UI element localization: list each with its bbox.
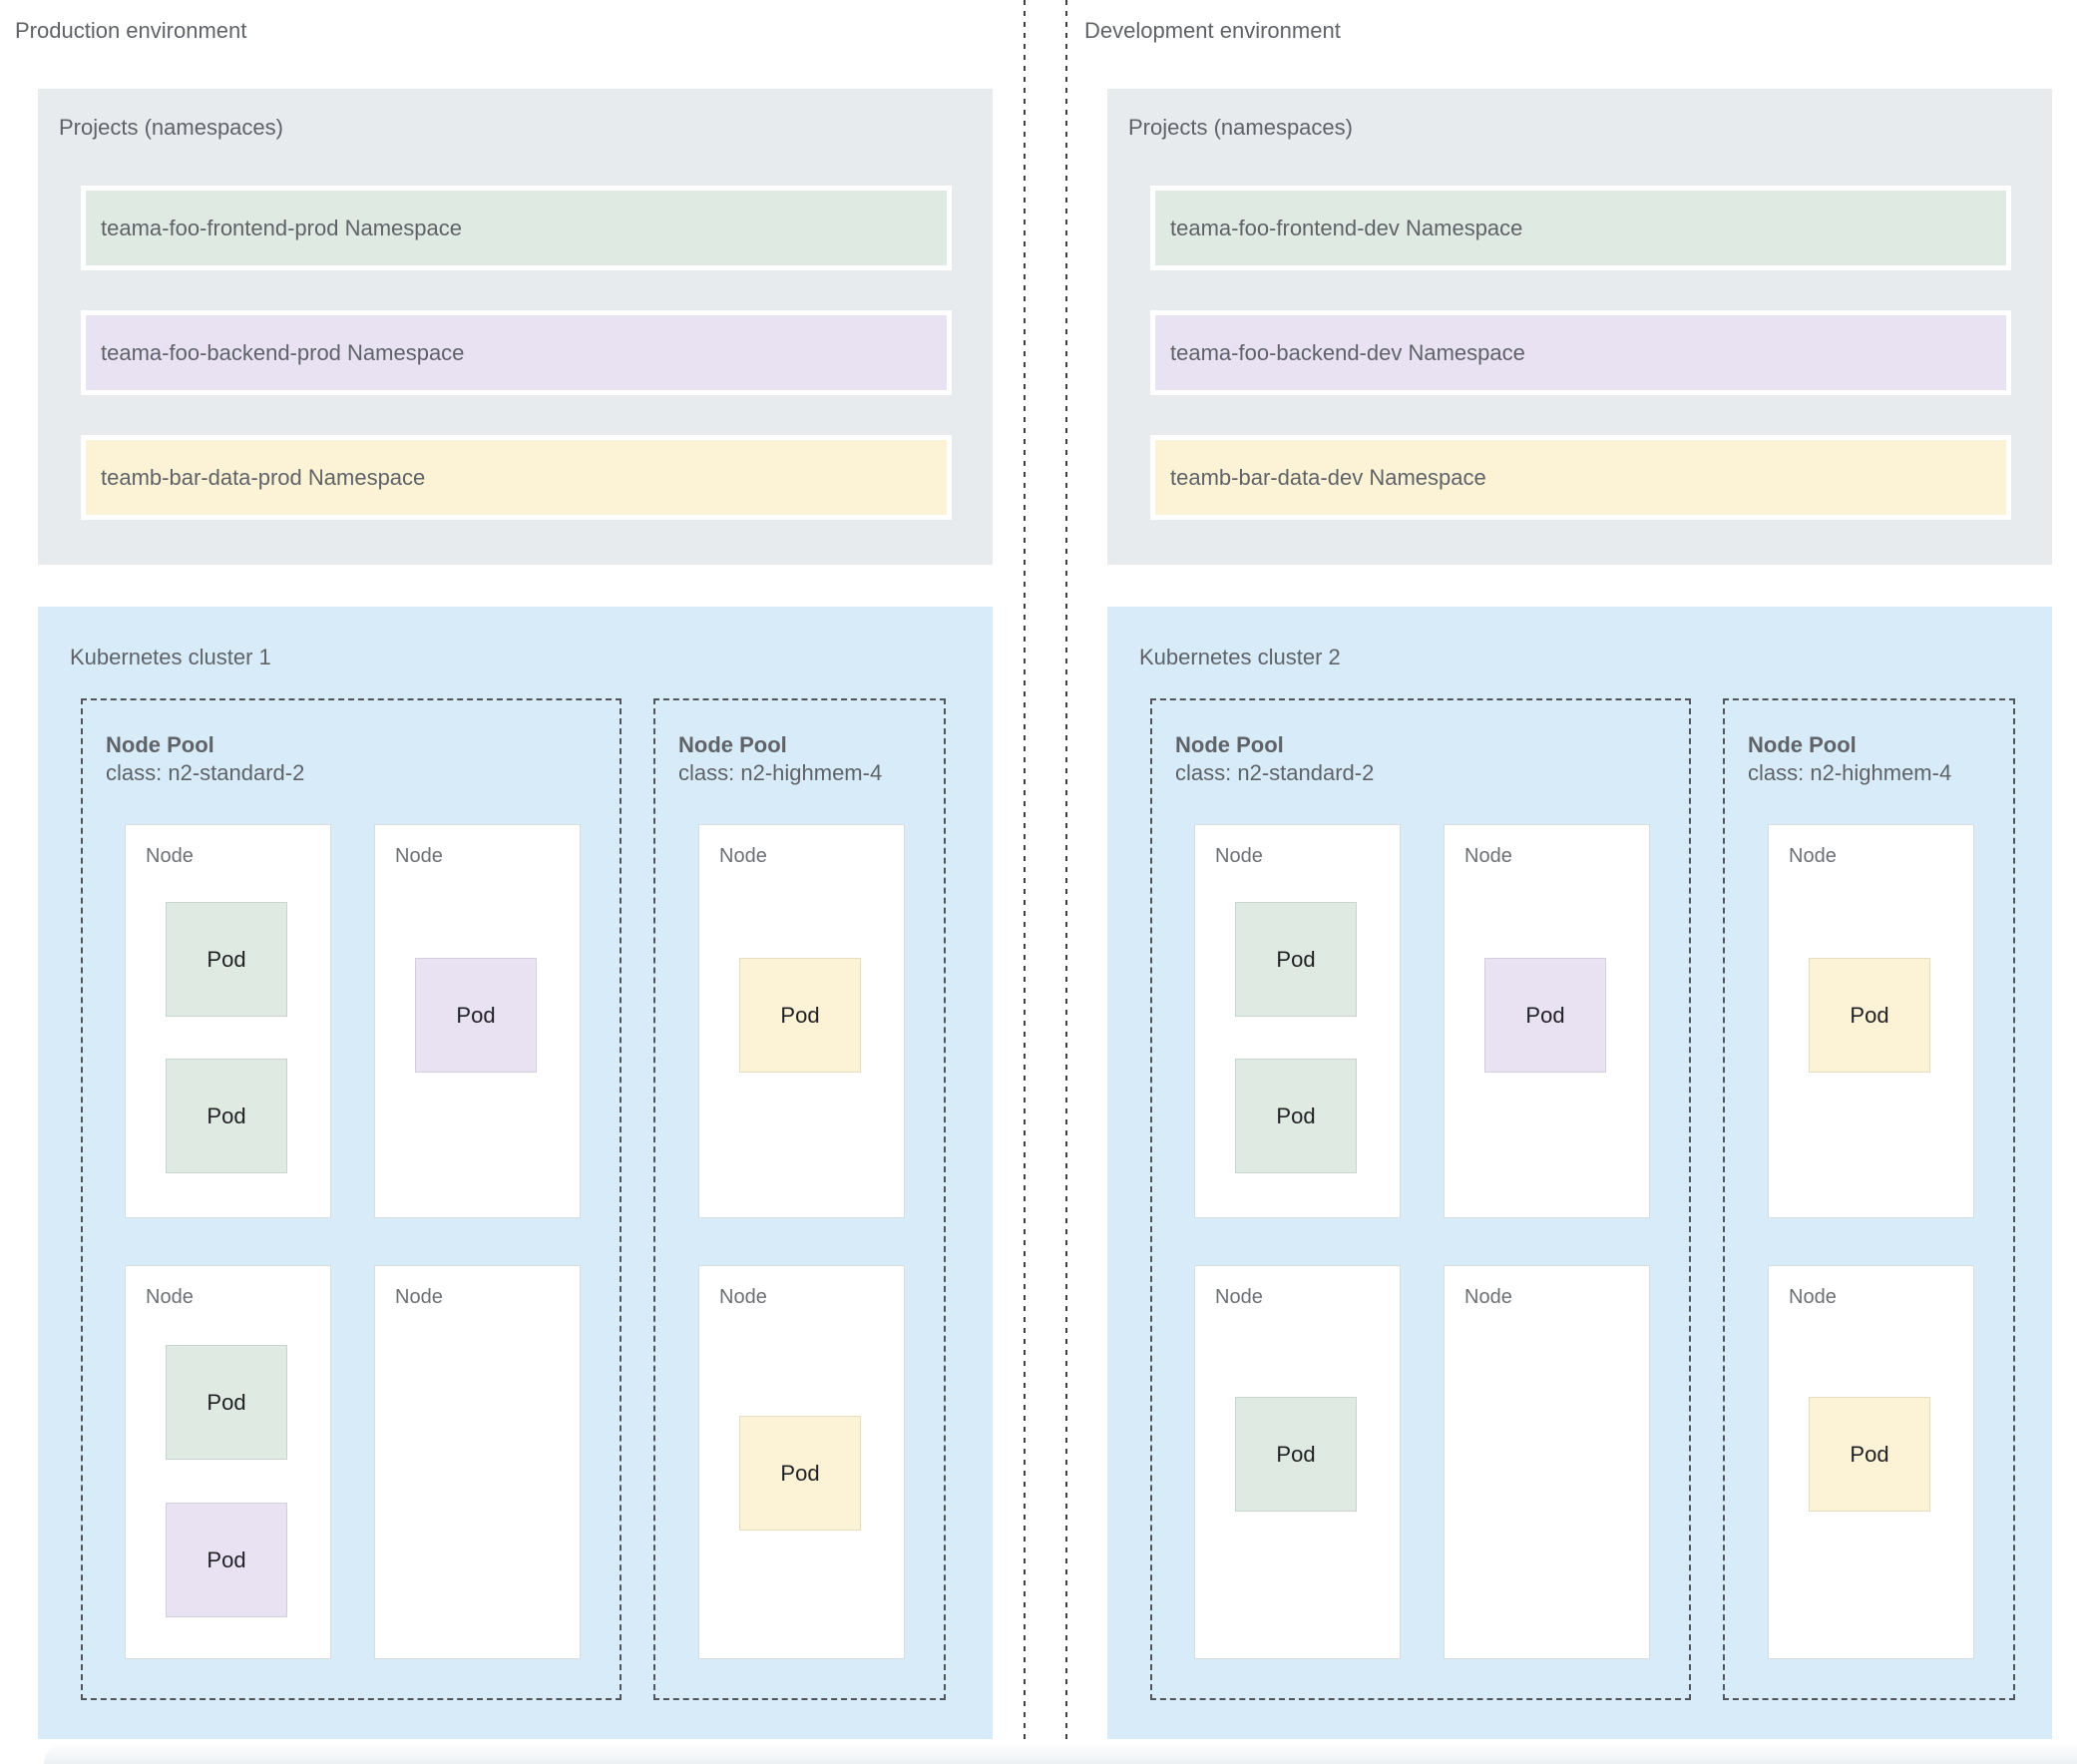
pod-label: Pod [1525, 1002, 1565, 1028]
node-box: Node Pod [1768, 1265, 1974, 1659]
cluster-panel: Kubernetes cluster 1 Node Pool class: n2… [38, 607, 993, 1739]
bottom-sheet-edge [44, 1745, 2077, 1764]
node-box: Node Pod [698, 824, 905, 1218]
pod-box: Pod [1809, 958, 1930, 1073]
pod-label: Pod [456, 1002, 496, 1028]
cluster-title: Kubernetes cluster 1 [70, 645, 271, 669]
node-pool-title: Node Pool [678, 732, 787, 757]
namespace-bar: teama-foo-frontend-prod Namespace [81, 186, 952, 270]
node-box: Node Pod Pod [125, 824, 331, 1218]
namespace-label: teamb-bar-data-prod Namespace [101, 464, 426, 490]
pod-box: Pod [166, 902, 287, 1017]
node-label: Node [1789, 845, 1837, 867]
node-label: Node [719, 845, 767, 867]
node-label: Node [146, 1286, 194, 1308]
namespace-bar: teama-foo-backend-dev Namespace [1150, 310, 2011, 395]
environment-divider-line-1 [1024, 0, 1026, 1764]
environment-column: Production environment Projects (namespa… [15, 0, 993, 1764]
node-box: Node [1444, 1265, 1650, 1659]
pod-box: Pod [166, 1059, 287, 1173]
projects-panel-title: Projects (namespaces) [59, 115, 283, 140]
pod-box: Pod [166, 1503, 287, 1617]
node-pool: Node Pool class: n2-highmem-4 Node Pod N… [1723, 698, 2015, 1700]
namespace-label: teama-foo-frontend-prod Namespace [101, 215, 462, 240]
pod-box: Pod [166, 1345, 287, 1460]
namespace-bar: teama-foo-frontend-dev Namespace [1150, 186, 2011, 270]
namespace-bar: teamb-bar-data-dev Namespace [1150, 435, 2011, 520]
projects-panel: Projects (namespaces) teama-foo-frontend… [1107, 89, 2052, 565]
node-label: Node [1789, 1286, 1837, 1308]
node-label: Node [1215, 1286, 1263, 1308]
environment-divider-line-2 [1065, 0, 1067, 1764]
pod-box: Pod [1235, 1059, 1357, 1173]
namespace-label: teama-foo-frontend-dev Namespace [1170, 215, 1523, 240]
node-box: Node Pod Pod [125, 1265, 331, 1659]
node-pool: Node Pool class: n2-highmem-4 Node Pod N… [653, 698, 946, 1700]
namespace-bar: teama-foo-backend-prod Namespace [81, 310, 952, 395]
environment-title: Production environment [15, 18, 247, 43]
pod-box: Pod [739, 958, 861, 1073]
namespace-label: teama-foo-backend-prod Namespace [101, 339, 465, 365]
namespace-label: teama-foo-backend-dev Namespace [1170, 339, 1525, 365]
pod-label: Pod [780, 1002, 820, 1028]
node-pool-class: class: n2-highmem-4 [1748, 760, 1952, 785]
projects-panel: Projects (namespaces) teama-foo-frontend… [38, 89, 993, 565]
node-pool: Node Pool class: n2-standard-2 Node Pod … [1150, 698, 1691, 1700]
node-box: Node Pod [1444, 824, 1650, 1218]
node-label: Node [395, 845, 443, 867]
node-box: Node Pod [698, 1265, 905, 1659]
node-box: Node Pod [1194, 1265, 1401, 1659]
pod-label: Pod [1850, 1441, 1889, 1467]
node-pool-title: Node Pool [1175, 732, 1284, 757]
pod-label: Pod [1276, 946, 1316, 972]
node-label: Node [1215, 845, 1263, 867]
node-label: Node [719, 1286, 767, 1308]
pod-label: Pod [207, 1389, 246, 1415]
node-box: Node Pod [1768, 824, 1974, 1218]
node-box: Node Pod Pod [1194, 824, 1401, 1218]
node-pool-class: class: n2-standard-2 [1175, 760, 1375, 785]
pod-label: Pod [207, 1102, 246, 1128]
pod-label: Pod [780, 1460, 820, 1486]
node-label: Node [1464, 845, 1512, 867]
environment-title: Development environment [1084, 18, 1341, 43]
projects-panel-title: Projects (namespaces) [1128, 115, 1353, 140]
pod-label: Pod [1850, 1002, 1889, 1028]
namespace-label: teamb-bar-data-dev Namespace [1170, 464, 1486, 490]
node-pool-class: class: n2-standard-2 [106, 760, 305, 785]
node-box: Node Pod [374, 824, 581, 1218]
node-label: Node [395, 1286, 443, 1308]
node-label: Node [146, 845, 194, 867]
node-pool-title: Node Pool [1748, 732, 1857, 757]
namespace-bar: teamb-bar-data-prod Namespace [81, 435, 952, 520]
pod-box: Pod [1484, 958, 1606, 1073]
node-box: Node [374, 1265, 581, 1659]
pod-label: Pod [207, 1546, 246, 1572]
cluster-panel: Kubernetes cluster 2 Node Pool class: n2… [1107, 607, 2052, 1739]
environment-column: Development environment Projects (namesp… [1084, 0, 2052, 1764]
node-label: Node [1464, 1286, 1512, 1308]
pod-label: Pod [1276, 1102, 1316, 1128]
node-pool-title: Node Pool [106, 732, 214, 757]
pod-box: Pod [739, 1416, 861, 1531]
pod-label: Pod [207, 946, 246, 972]
node-pool: Node Pool class: n2-standard-2 Node Pod … [81, 698, 622, 1700]
pod-box: Pod [1809, 1397, 1930, 1512]
pod-label: Pod [1276, 1441, 1316, 1467]
node-pool-class: class: n2-highmem-4 [678, 760, 883, 785]
pod-box: Pod [1235, 1397, 1357, 1512]
cluster-title: Kubernetes cluster 2 [1139, 645, 1341, 669]
pod-box: Pod [415, 958, 537, 1073]
pod-box: Pod [1235, 902, 1357, 1017]
